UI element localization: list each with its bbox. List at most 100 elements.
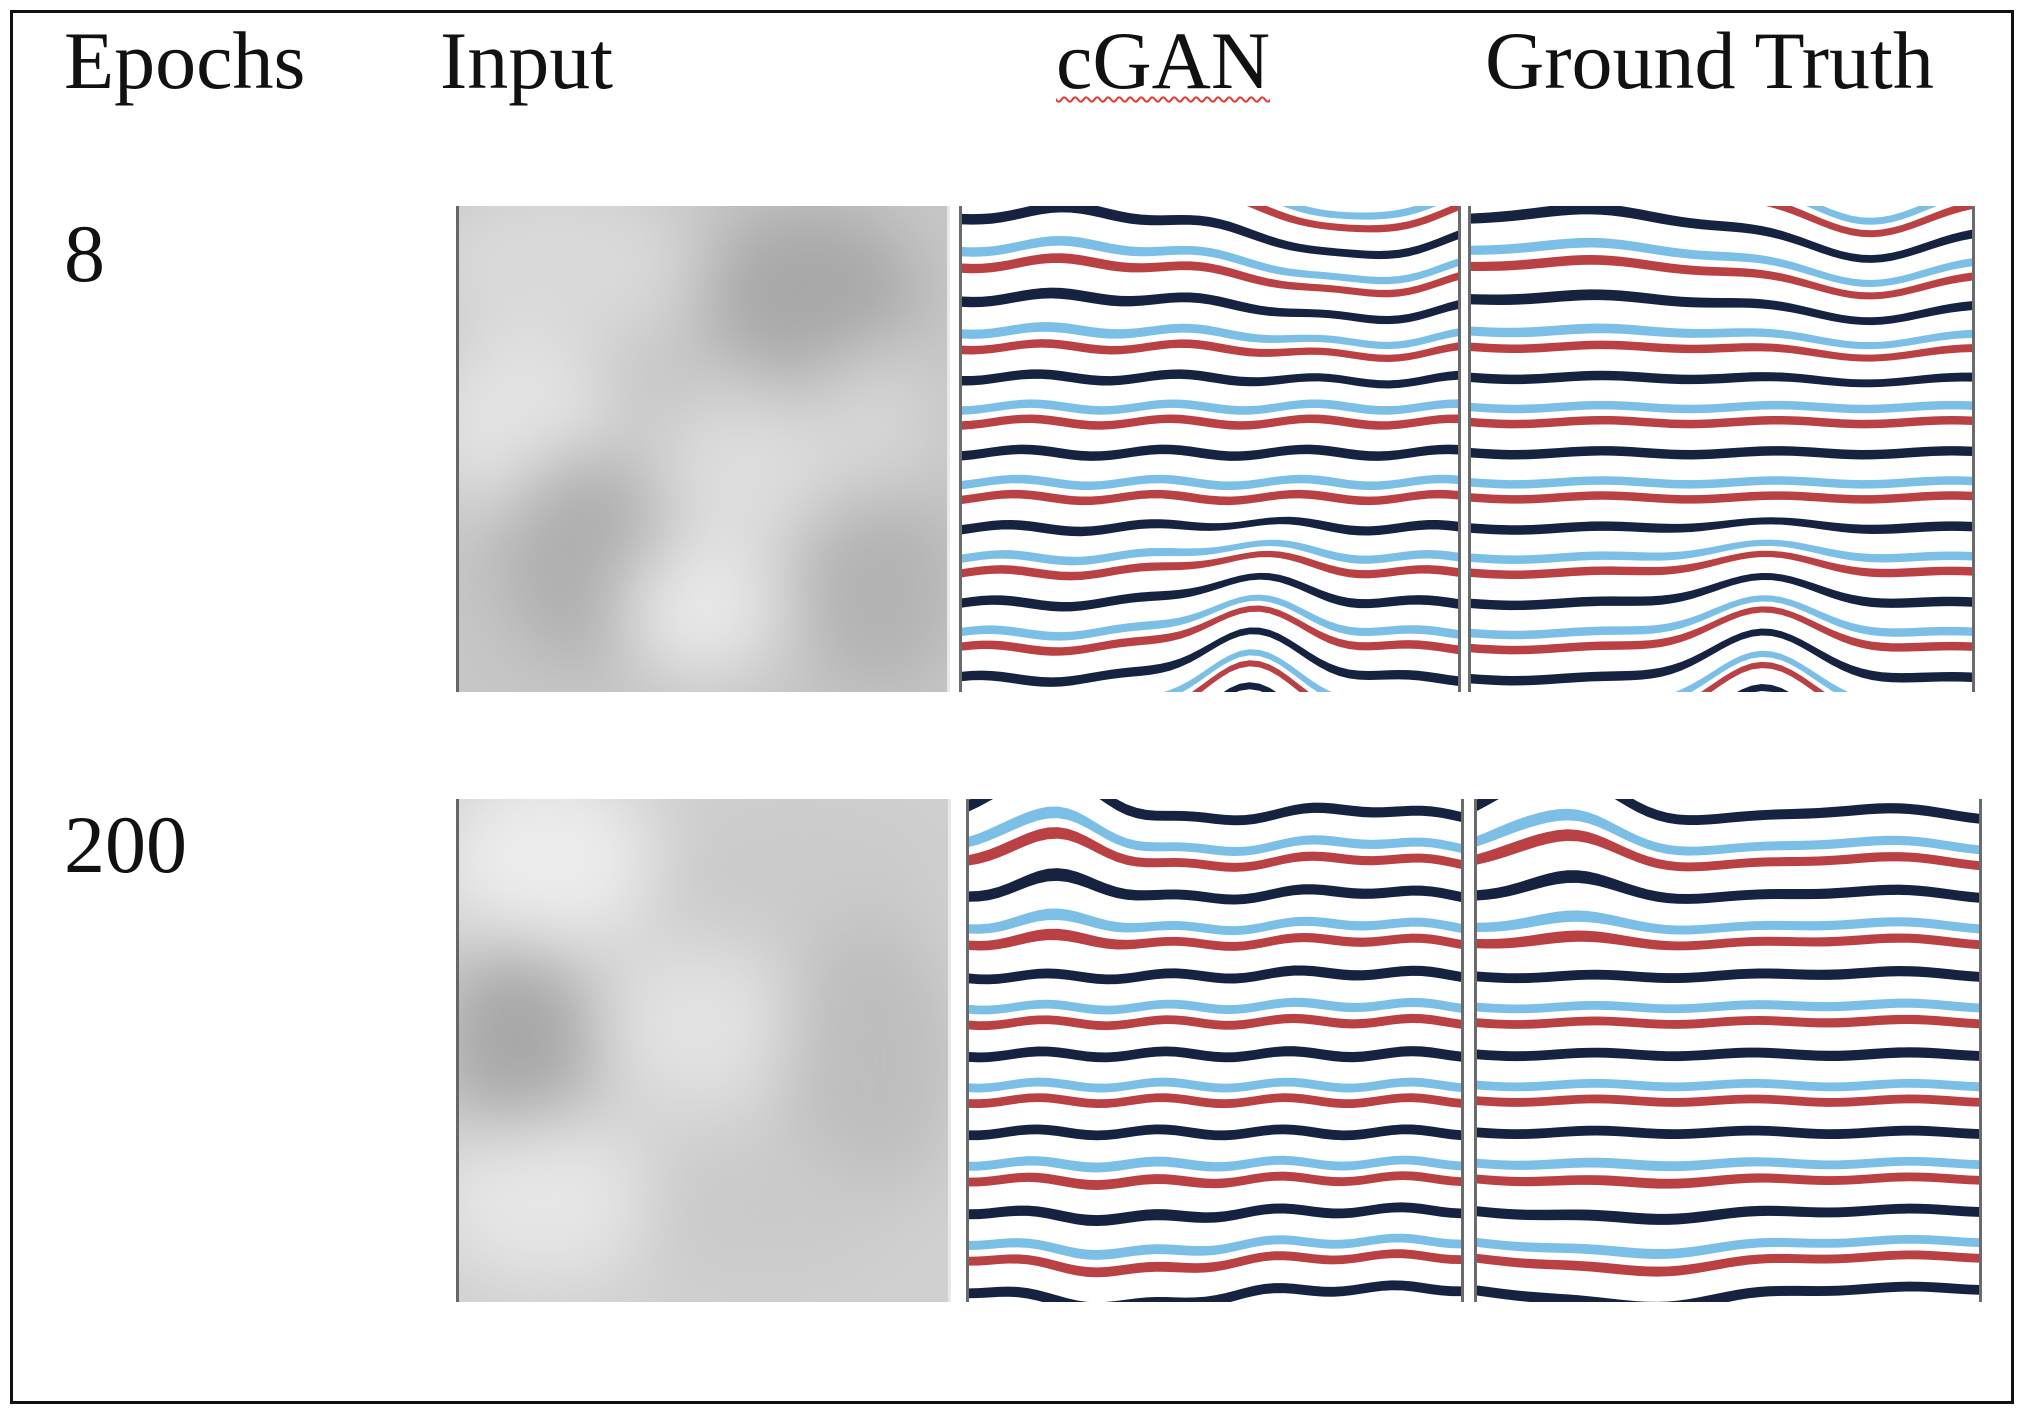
stripe-band	[1477, 930, 1979, 951]
input-image-epoch-200	[456, 799, 951, 1302]
stripe-band	[1471, 340, 1972, 362]
stripe-band	[962, 550, 1458, 581]
stripe-band	[962, 287, 1458, 325]
stripe-band	[962, 444, 1458, 461]
stripe-band	[1477, 998, 1979, 1014]
striped-truth-map	[1477, 799, 1979, 1302]
stripe-band	[1477, 1078, 1979, 1092]
stripe-band	[962, 627, 1458, 687]
stripe-band	[1471, 370, 1972, 388]
striped-output-map	[962, 206, 1458, 692]
epoch-label: 200	[64, 799, 187, 890]
stripe-band	[1471, 206, 1972, 263]
stripe-band	[969, 806, 1461, 856]
stripe-band	[1700, 661, 1825, 692]
stripe-band	[962, 414, 1458, 430]
stripe-band	[1471, 606, 1972, 655]
stripe-band	[962, 605, 1458, 656]
stripe-band	[969, 1155, 1461, 1173]
stripe-band	[969, 1077, 1461, 1093]
stripe-band	[1471, 539, 1972, 564]
stripe-band	[969, 1093, 1461, 1109]
stripe-band	[962, 516, 1458, 537]
cgan-output-epoch-200	[966, 799, 1464, 1302]
stripe-band	[962, 339, 1458, 363]
stripe-band	[962, 322, 1458, 350]
stripe-band	[969, 1249, 1461, 1278]
ground-truth-epoch-8	[1468, 206, 1975, 692]
stripe-band	[1471, 491, 1972, 504]
stripe-band	[1477, 808, 1979, 856]
stripe-band	[1471, 628, 1972, 686]
epoch-label: 8	[64, 208, 105, 299]
stripe-band	[1477, 1250, 1979, 1277]
stripe-band	[1471, 400, 1972, 414]
stripe-band	[1477, 910, 1979, 935]
stripe-band	[1477, 1047, 1979, 1062]
stripe-band	[1246, 206, 1458, 233]
stripe-band	[962, 206, 1458, 260]
stripe-band	[962, 539, 1458, 566]
header-ground-truth: Ground Truth	[1485, 15, 1934, 106]
grayscale-input-map	[459, 206, 947, 692]
stripe-band	[1477, 829, 1979, 872]
stripe-band	[1471, 572, 1972, 611]
stripe-band	[1471, 446, 1972, 460]
stripe-band	[969, 928, 1461, 951]
stripe-band	[1477, 1094, 1979, 1107]
stripe-band	[969, 1202, 1461, 1227]
stripe-band	[962, 489, 1458, 506]
stripe-band	[1471, 415, 1972, 429]
striped-truth-map	[1471, 206, 1972, 692]
stripe-band	[1223, 682, 1277, 692]
striped-output-map	[969, 799, 1461, 1302]
stripe-band	[969, 997, 1461, 1015]
stripe-band	[969, 1171, 1461, 1190]
stripe-band	[1737, 683, 1789, 692]
stripe-band	[962, 594, 1458, 641]
cgan-output-epoch-8	[959, 206, 1461, 692]
stripe-band	[1477, 1203, 1979, 1225]
stripe-band	[969, 1124, 1461, 1141]
stripe-band	[969, 1233, 1461, 1260]
stripe-band	[962, 572, 1458, 612]
stripe-band	[969, 868, 1461, 905]
stripe-band	[1477, 799, 1979, 826]
header-epochs: Epochs	[64, 15, 306, 106]
stripe-band	[1477, 1172, 1979, 1189]
stripe-band	[1477, 1156, 1979, 1172]
stripe-band	[1191, 660, 1309, 692]
stripe-band	[962, 235, 1458, 285]
stripe-band	[962, 369, 1458, 389]
input-image-epoch-8	[456, 206, 950, 692]
stripe-band	[1471, 517, 1972, 535]
stripe-band	[969, 965, 1461, 985]
header-input: Input	[440, 15, 614, 106]
header-cgan: cGAN	[1056, 15, 1271, 106]
stripe-band	[1477, 870, 1979, 904]
ground-truth-epoch-200	[1474, 799, 1982, 1302]
stripe-band	[962, 399, 1458, 415]
stripe-band	[1477, 1234, 1979, 1259]
stripe-band	[962, 253, 1458, 298]
stripe-band	[1471, 595, 1972, 640]
stripe-band	[969, 1280, 1461, 1302]
stripe-band	[1471, 476, 1972, 489]
stripe-band	[969, 908, 1461, 936]
stripe-band	[1477, 1014, 1979, 1029]
stripe-band	[1674, 650, 1849, 692]
stripe-band	[1765, 206, 1972, 238]
stripe-band	[1477, 1281, 1979, 1302]
stripe-band	[1477, 966, 1979, 984]
stripe-band	[1806, 206, 1937, 225]
stripe-band	[969, 827, 1461, 872]
stripe-band	[969, 799, 1461, 826]
stripe-band	[1471, 289, 1972, 326]
stripe-band	[969, 1046, 1461, 1063]
stripe-band	[962, 474, 1458, 491]
stripe-band	[1477, 1125, 1979, 1140]
stripe-band	[1163, 649, 1332, 692]
stripe-band	[1471, 550, 1972, 580]
stripe-band	[1282, 206, 1437, 220]
stripe-band	[1471, 323, 1972, 350]
